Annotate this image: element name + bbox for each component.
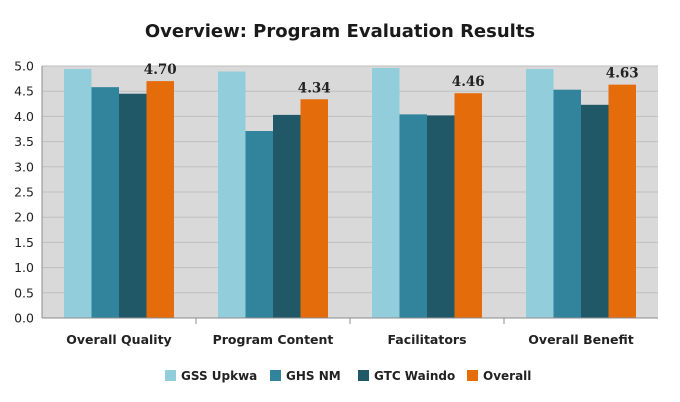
x-tick-label: Overall Benefit bbox=[528, 332, 633, 347]
bar-gtc-waindo bbox=[119, 93, 147, 318]
bar-overall bbox=[300, 99, 328, 318]
bar-gtc-waindo bbox=[273, 114, 301, 318]
y-tick-label: 1.5 bbox=[14, 235, 34, 250]
legend-label: GHS NM bbox=[286, 369, 341, 383]
legend-swatch-gtc-waindo bbox=[358, 370, 369, 381]
y-tick-label: 0.0 bbox=[14, 311, 34, 326]
bar-overall bbox=[146, 81, 174, 319]
bars bbox=[64, 68, 636, 319]
y-tick-label: 1.0 bbox=[14, 260, 34, 275]
x-tick-label: Program Content bbox=[213, 332, 334, 347]
y-tick-label: 3.0 bbox=[14, 159, 34, 174]
bar-overall bbox=[608, 84, 636, 318]
y-tick-label: 4.0 bbox=[14, 109, 34, 124]
bar-gss-upkwa bbox=[372, 68, 400, 319]
y-tick-label: 5.0 bbox=[14, 59, 34, 74]
data-label: 4.34 bbox=[298, 80, 331, 96]
legend-swatch-gss-upkwa bbox=[165, 370, 176, 381]
bar-gss-upkwa bbox=[526, 69, 554, 318]
bar-ghs-nm bbox=[399, 114, 427, 318]
x-tick-label: Facilitators bbox=[387, 332, 466, 347]
legend-swatch-overall bbox=[467, 370, 478, 381]
bar-ghs-nm bbox=[91, 87, 119, 318]
data-labels: 4.70 4.34 4.46 4.63 bbox=[144, 62, 639, 96]
legend-label: GSS Upkwa bbox=[181, 369, 257, 383]
bar-ghs-nm bbox=[245, 131, 273, 318]
axes: 0.0 0.5 1.0 1.5 2.0 2.5 3.0 3.5 4.0 4.5 5.0 Overall… bbox=[14, 59, 658, 347]
bar-gss-upkwa bbox=[218, 71, 246, 318]
bar-overall bbox=[454, 93, 482, 318]
y-tick-label: 2.5 bbox=[14, 185, 34, 200]
data-label: 4.46 bbox=[452, 74, 485, 90]
x-tick-label: Overall Quality bbox=[66, 332, 171, 347]
bar-gss-upkwa bbox=[64, 69, 92, 318]
y-tick-label: 2.0 bbox=[14, 210, 34, 225]
legend-label: Overall bbox=[483, 369, 531, 383]
bar-ghs-nm bbox=[553, 89, 581, 318]
bar-gtc-waindo bbox=[581, 104, 609, 318]
y-tick-label: 4.5 bbox=[14, 84, 34, 99]
legend-swatch-ghs-nm bbox=[270, 370, 281, 381]
legend-label: GTC Waindo bbox=[374, 369, 455, 383]
y-tick-label: 0.5 bbox=[14, 285, 34, 300]
data-label: 4.70 bbox=[144, 62, 177, 78]
chart-title: Overview: Program Evaluation Results bbox=[145, 21, 535, 42]
y-tick-label: 3.5 bbox=[14, 134, 34, 149]
data-label: 4.63 bbox=[606, 66, 639, 82]
bar-gtc-waindo bbox=[427, 115, 455, 318]
legend: GSS Upkwa GHS NM GTC Waindo Overall bbox=[165, 369, 531, 383]
